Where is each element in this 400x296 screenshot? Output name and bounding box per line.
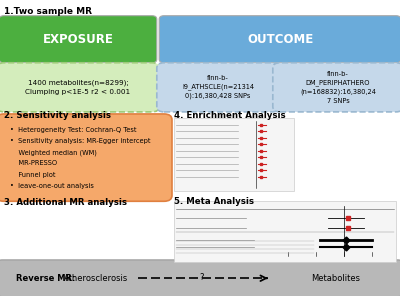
Text: Metabolites: Metabolites [312,274,360,283]
FancyBboxPatch shape [273,63,400,112]
Text: finn-b-
DM_PERIPHATHERO
(n=168832):16,380,24
7 SNPs: finn-b- DM_PERIPHATHERO (n=168832):16,38… [300,71,376,104]
Text: •  Heterogeneity Test: Cochran-Q Test: • Heterogeneity Test: Cochran-Q Test [10,127,136,133]
Text: Atherosclerosis: Atherosclerosis [64,274,128,283]
Text: •  Sensitivity analysis: MR-Egger intercept: • Sensitivity analysis: MR-Egger interce… [10,138,150,144]
FancyBboxPatch shape [157,63,279,112]
FancyBboxPatch shape [0,260,400,296]
Text: 2. Sensitivity analysis: 2. Sensitivity analysis [4,111,111,120]
Text: EXPOSURE: EXPOSURE [42,33,114,46]
Text: Weighted median (WM): Weighted median (WM) [10,149,97,156]
Bar [174,118,294,191]
Text: 5. Meta Analysis: 5. Meta Analysis [174,197,254,206]
FancyBboxPatch shape [159,16,400,63]
Text: Funnel plot: Funnel plot [10,172,56,178]
Bar [174,201,396,262]
Text: Reverse MR:: Reverse MR: [16,274,75,283]
Text: ?: ? [200,273,204,282]
Text: 1.Two sample MR: 1.Two sample MR [4,7,92,16]
FancyBboxPatch shape [0,16,157,63]
Text: 4. Enrichment Analysis: 4. Enrichment Analysis [174,111,286,120]
FancyBboxPatch shape [0,114,172,201]
Text: •  leave-one-out analysis: • leave-one-out analysis [10,183,94,189]
Text: 1400 metabolites(n=8299);
Clumping p<1E-5 r2 < 0.001: 1400 metabolites(n=8299); Clumping p<1E-… [26,80,130,95]
Text: 3. Additional MR analysis: 3. Additional MR analysis [4,198,127,207]
Text: OUTCOME: OUTCOME [247,33,313,46]
Text: finn-b-
I9_ATHSCLE(n=21314
0):16,380,428 SNPs: finn-b- I9_ATHSCLE(n=21314 0):16,380,428… [182,75,254,99]
FancyBboxPatch shape [0,63,159,112]
FancyBboxPatch shape [0,0,400,296]
Text: MR-PRESSO: MR-PRESSO [10,160,57,166]
